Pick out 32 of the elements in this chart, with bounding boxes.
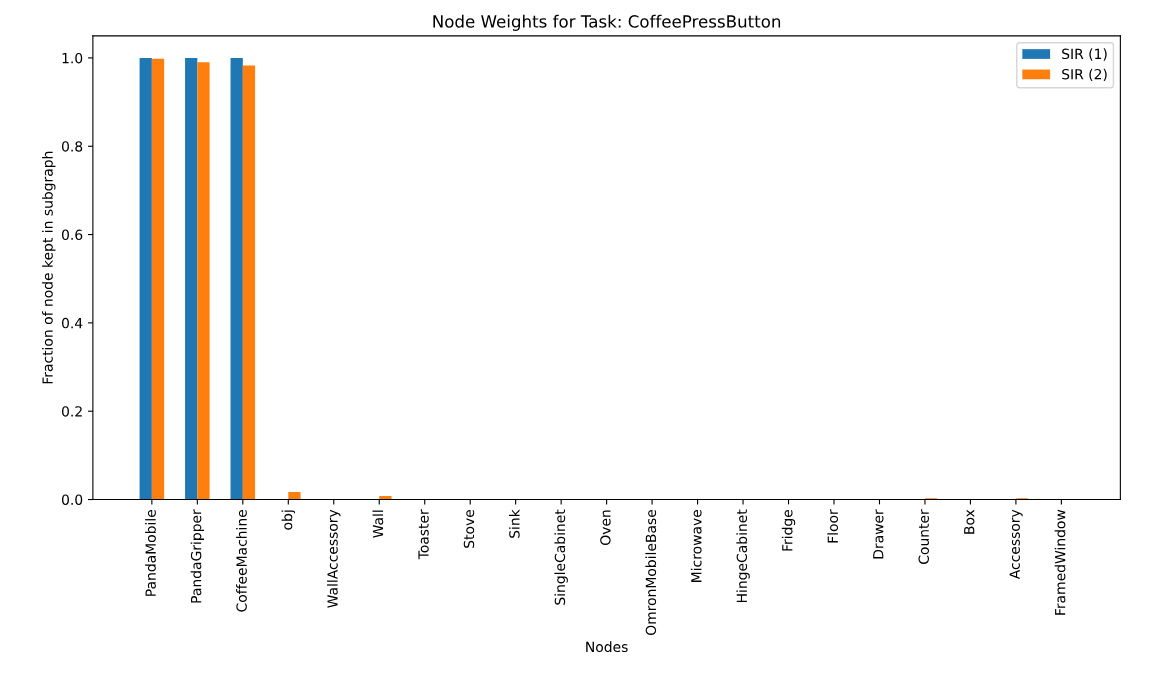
x-tick-label: Accessory: [1009, 509, 1023, 580]
x-tick-label: Oven: [600, 510, 611, 545]
y-tick-label: 0.4: [61, 317, 83, 329]
x-tick-label: Counter: [918, 509, 929, 564]
x-tick-label: Box: [964, 509, 975, 534]
x-tick-label: Drawer: [873, 509, 884, 559]
x-axis-title: Nodes: [586, 641, 628, 653]
x-tick-label: Microwave: [690, 509, 702, 582]
legend-label: SIR (2): [1062, 68, 1107, 82]
x-tick-label: PandaGripper: [190, 509, 205, 603]
x-tick-label: FramedWindow: [1054, 509, 1066, 615]
y-axis-title: Fraction of node kept in subgraph: [42, 151, 56, 384]
x-tick-label: Floor: [827, 509, 839, 543]
y-tick-label: 0.0: [61, 494, 83, 505]
x-tick-label: obj: [281, 510, 296, 530]
legend-label: SIR (1): [1062, 48, 1107, 61]
x-tick-label: SingleCabinet: [554, 509, 568, 605]
y-tick-label: 0.8: [61, 141, 83, 152]
y-tick-label: 0.6: [61, 229, 83, 241]
x-tick-label: Fridge: [781, 509, 796, 551]
x-tick-label: Sink: [508, 509, 520, 538]
x-tick-label: Toaster: [418, 509, 429, 560]
x-tick-label: CoffeeMachine: [236, 509, 247, 612]
chart-title: Node Weights for Task: CoffeePressButton: [433, 14, 781, 31]
x-tick-label: OmronMobileBase: [645, 509, 657, 636]
x-tick-label: Stove: [463, 509, 475, 548]
x-tick-label: WallAccessory: [327, 509, 341, 608]
x-tick-label: PandaMobile: [145, 509, 156, 596]
y-tick-label: 0.2: [61, 406, 82, 417]
y-tick-label: 1.0: [62, 52, 83, 64]
x-tick-label: HingeCabinet: [736, 509, 750, 603]
x-tick-label: Wall: [372, 510, 384, 538]
